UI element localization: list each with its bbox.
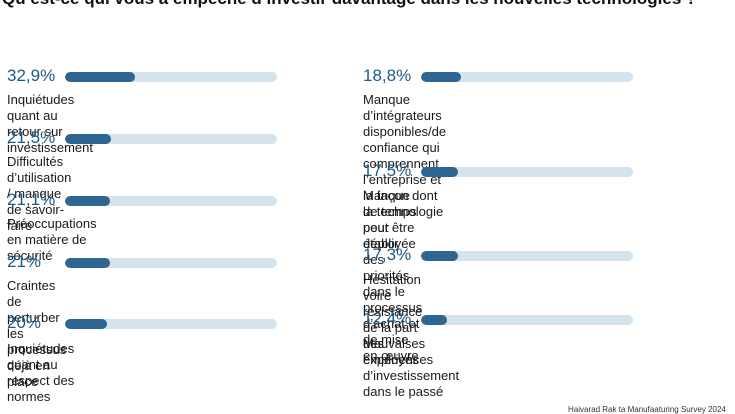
category-label: Difficultés d’utilisation / manque de sa…	[7, 154, 72, 233]
bar-track	[421, 167, 633, 177]
bar-fill	[421, 315, 448, 325]
value-label: 32,9%	[7, 66, 56, 85]
category-label: Hésitation voire résistance de la part d…	[363, 272, 423, 367]
bar-track	[421, 72, 633, 82]
bar-fill	[421, 72, 461, 82]
value-label: 20%	[7, 313, 42, 332]
bar-track	[421, 251, 633, 261]
bar-track	[65, 72, 277, 82]
bar-fill	[65, 134, 111, 144]
value-label: 12,4%	[363, 309, 412, 328]
category-label: Inquiétudes quant au respect des normes	[7, 341, 75, 404]
value-label: 18,8%	[363, 66, 412, 85]
bar-fill	[65, 319, 108, 329]
source-note: Haivarad Rak ta Manufaaturing Survey 202…	[568, 405, 726, 414]
bar-track	[65, 134, 277, 144]
value-label: 21,5%	[7, 128, 56, 147]
category-label: Mauvaises expériences d’investissement d…	[363, 336, 460, 399]
category-label: Craintes de perturber les processus déjà…	[7, 278, 67, 389]
bar-track	[65, 196, 277, 206]
bar-track	[65, 319, 277, 329]
bar-fill	[65, 258, 110, 268]
value-label: 17,3%	[363, 245, 412, 264]
bar-fill	[421, 167, 459, 177]
bar-fill	[421, 251, 458, 261]
value-label: 17,5%	[363, 161, 412, 180]
bar-fill	[65, 72, 135, 82]
category-label: Manque de temps pour établir des priorit…	[363, 188, 423, 363]
bar-track	[421, 315, 633, 325]
bar-track	[65, 258, 277, 268]
value-label: 21%	[7, 252, 42, 271]
bar-fill	[65, 196, 110, 206]
category-label: Inquiétudes quant au retour sur investis…	[7, 92, 93, 155]
category-label: Manque d’intégrateurs disponibles/de con…	[363, 92, 447, 251]
category-label: Préoccupations en matière de sécurité	[7, 216, 97, 263]
chart-title: Qu’est-ce qui vous a empêché d’investir …	[2, 0, 696, 9]
value-label: 21,1%	[7, 190, 56, 209]
